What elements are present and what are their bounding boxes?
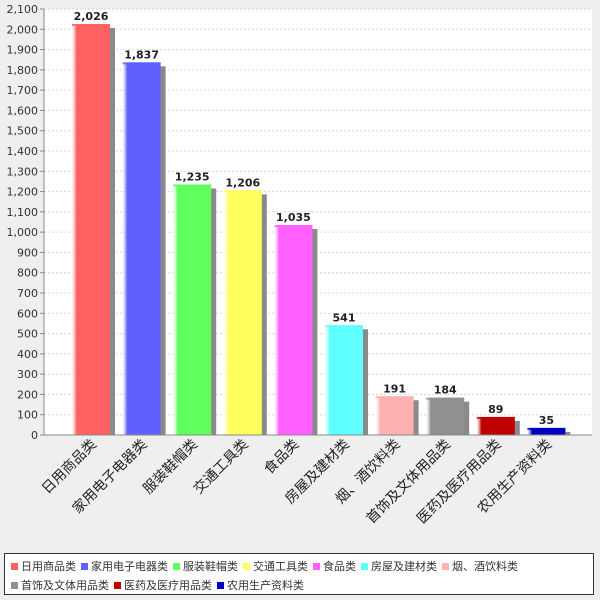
bar-top — [122, 62, 161, 65]
legend-swatch — [11, 582, 18, 589]
bar — [375, 396, 414, 435]
x-tick-label: 交通工具类 — [190, 436, 252, 498]
x-tick-label: 医药及医疗用品类 — [414, 437, 505, 528]
y-tick-label: 1,900 — [7, 44, 39, 57]
legend-label: 服装鞋帽类 — [183, 560, 238, 573]
bar-top — [325, 325, 363, 328]
y-tick-label: 1,600 — [7, 104, 39, 117]
y-tick-label: 300 — [17, 368, 38, 381]
data-label: 1,837 — [124, 48, 159, 61]
bar-top — [274, 225, 313, 228]
legend-label: 农用生产资料类 — [227, 579, 304, 592]
legend-swatch — [114, 582, 121, 589]
bar — [173, 184, 212, 435]
y-tick-label: 1,100 — [7, 206, 39, 219]
legend-item: 烟、酒饮料类 — [442, 557, 518, 576]
legend-item: 房屋及建材类 — [361, 557, 437, 576]
y-tick-label: 2,000 — [7, 23, 39, 36]
bar — [426, 397, 465, 435]
y-tick-label: 100 — [17, 409, 38, 422]
legend-swatch — [217, 582, 224, 589]
data-label: 1,035 — [276, 211, 311, 224]
bar-top — [375, 396, 414, 399]
bar-top — [173, 184, 212, 187]
legend-item: 日用商品类 — [11, 557, 76, 576]
legend-item: 医药及医疗用品类 — [114, 576, 212, 595]
legend-swatch — [313, 563, 320, 570]
y-tick-label: 1,300 — [7, 165, 39, 178]
legend-swatch — [361, 563, 368, 570]
y-tick-label: 1,700 — [7, 84, 39, 97]
bars: 2,026 1,837 1,235 1,206 1,035 541 191 184 89 35 — [72, 10, 571, 436]
data-label: 1,235 — [175, 170, 210, 183]
y-tick-label: 1,800 — [7, 64, 39, 77]
bar — [325, 325, 363, 435]
legend-label: 家用电子电器类 — [91, 560, 168, 573]
legend-swatch — [81, 563, 88, 570]
data-label: 191 — [383, 382, 406, 395]
legend-item: 食品类 — [313, 557, 356, 576]
legend: 日用商品类 家用电子电器类 服装鞋帽类 交通工具类 食品类 房屋及建材类 烟、酒饮料类首饰及… — [4, 553, 594, 595]
legend-label: 交通工具类 — [253, 560, 308, 573]
y-tick-label: 900 — [17, 246, 38, 259]
bar-top — [476, 416, 515, 419]
data-label: 89 — [488, 403, 503, 416]
bar — [476, 416, 515, 435]
legend-label: 食品类 — [323, 560, 356, 573]
y-tick-label: 2,100 — [7, 3, 39, 16]
bar-top — [527, 427, 566, 430]
x-tick-label: 食品类 — [261, 436, 303, 478]
legend-label: 烟、酒饮料类 — [452, 560, 518, 573]
legend-item: 农用生产资料类 — [217, 576, 304, 595]
legend-swatch — [11, 563, 18, 570]
data-label: 541 — [333, 311, 356, 324]
y-tick-label: 0 — [31, 429, 38, 442]
gridlines — [44, 8, 592, 416]
y-tick-label: 1,000 — [7, 226, 39, 239]
bar — [122, 62, 161, 435]
legend-swatch — [442, 563, 449, 570]
y-tick-label: 1,400 — [7, 145, 39, 158]
data-label: 1,206 — [225, 176, 260, 189]
legend-item: 服装鞋帽类 — [173, 557, 238, 576]
bar — [72, 24, 110, 436]
bar — [274, 225, 313, 435]
y-tick-label: 800 — [17, 267, 38, 280]
y-tick-label: 500 — [17, 328, 38, 341]
y-tick-label: 600 — [17, 307, 38, 320]
data-label: 2,026 — [74, 10, 109, 23]
data-label: 184 — [434, 384, 457, 397]
legend-label: 日用商品类 — [21, 560, 76, 573]
bar-top — [426, 397, 465, 400]
y-tick-label: 1,200 — [7, 186, 39, 199]
y-tick-label: 1,500 — [7, 125, 39, 138]
x-tick-label: 首饰及文体用品类 — [364, 437, 455, 528]
y-tick-label: 200 — [17, 388, 38, 401]
bar-top — [72, 24, 110, 27]
legend-label: 首饰及文体用品类 — [21, 579, 109, 592]
legend-label: 医药及医疗用品类 — [124, 579, 212, 592]
bar — [223, 190, 262, 435]
y-tick-label: 700 — [17, 287, 38, 300]
legend-swatch — [173, 563, 180, 570]
y-axis: 0 100 200 300 400 500 600 700 800 900 1,000 1,100 1,… — [7, 3, 44, 442]
legend-swatch — [243, 563, 250, 570]
y-tick-label: 400 — [17, 348, 38, 361]
bar — [527, 427, 566, 435]
bar-top — [223, 190, 262, 193]
data-label: 35 — [539, 414, 554, 427]
legend-item: 首饰及文体用品类 — [11, 576, 109, 595]
legend-item: 交通工具类 — [243, 557, 308, 576]
legend-item: 家用电子电器类 — [81, 557, 168, 576]
legend-label: 房屋及建材类 — [371, 560, 437, 573]
